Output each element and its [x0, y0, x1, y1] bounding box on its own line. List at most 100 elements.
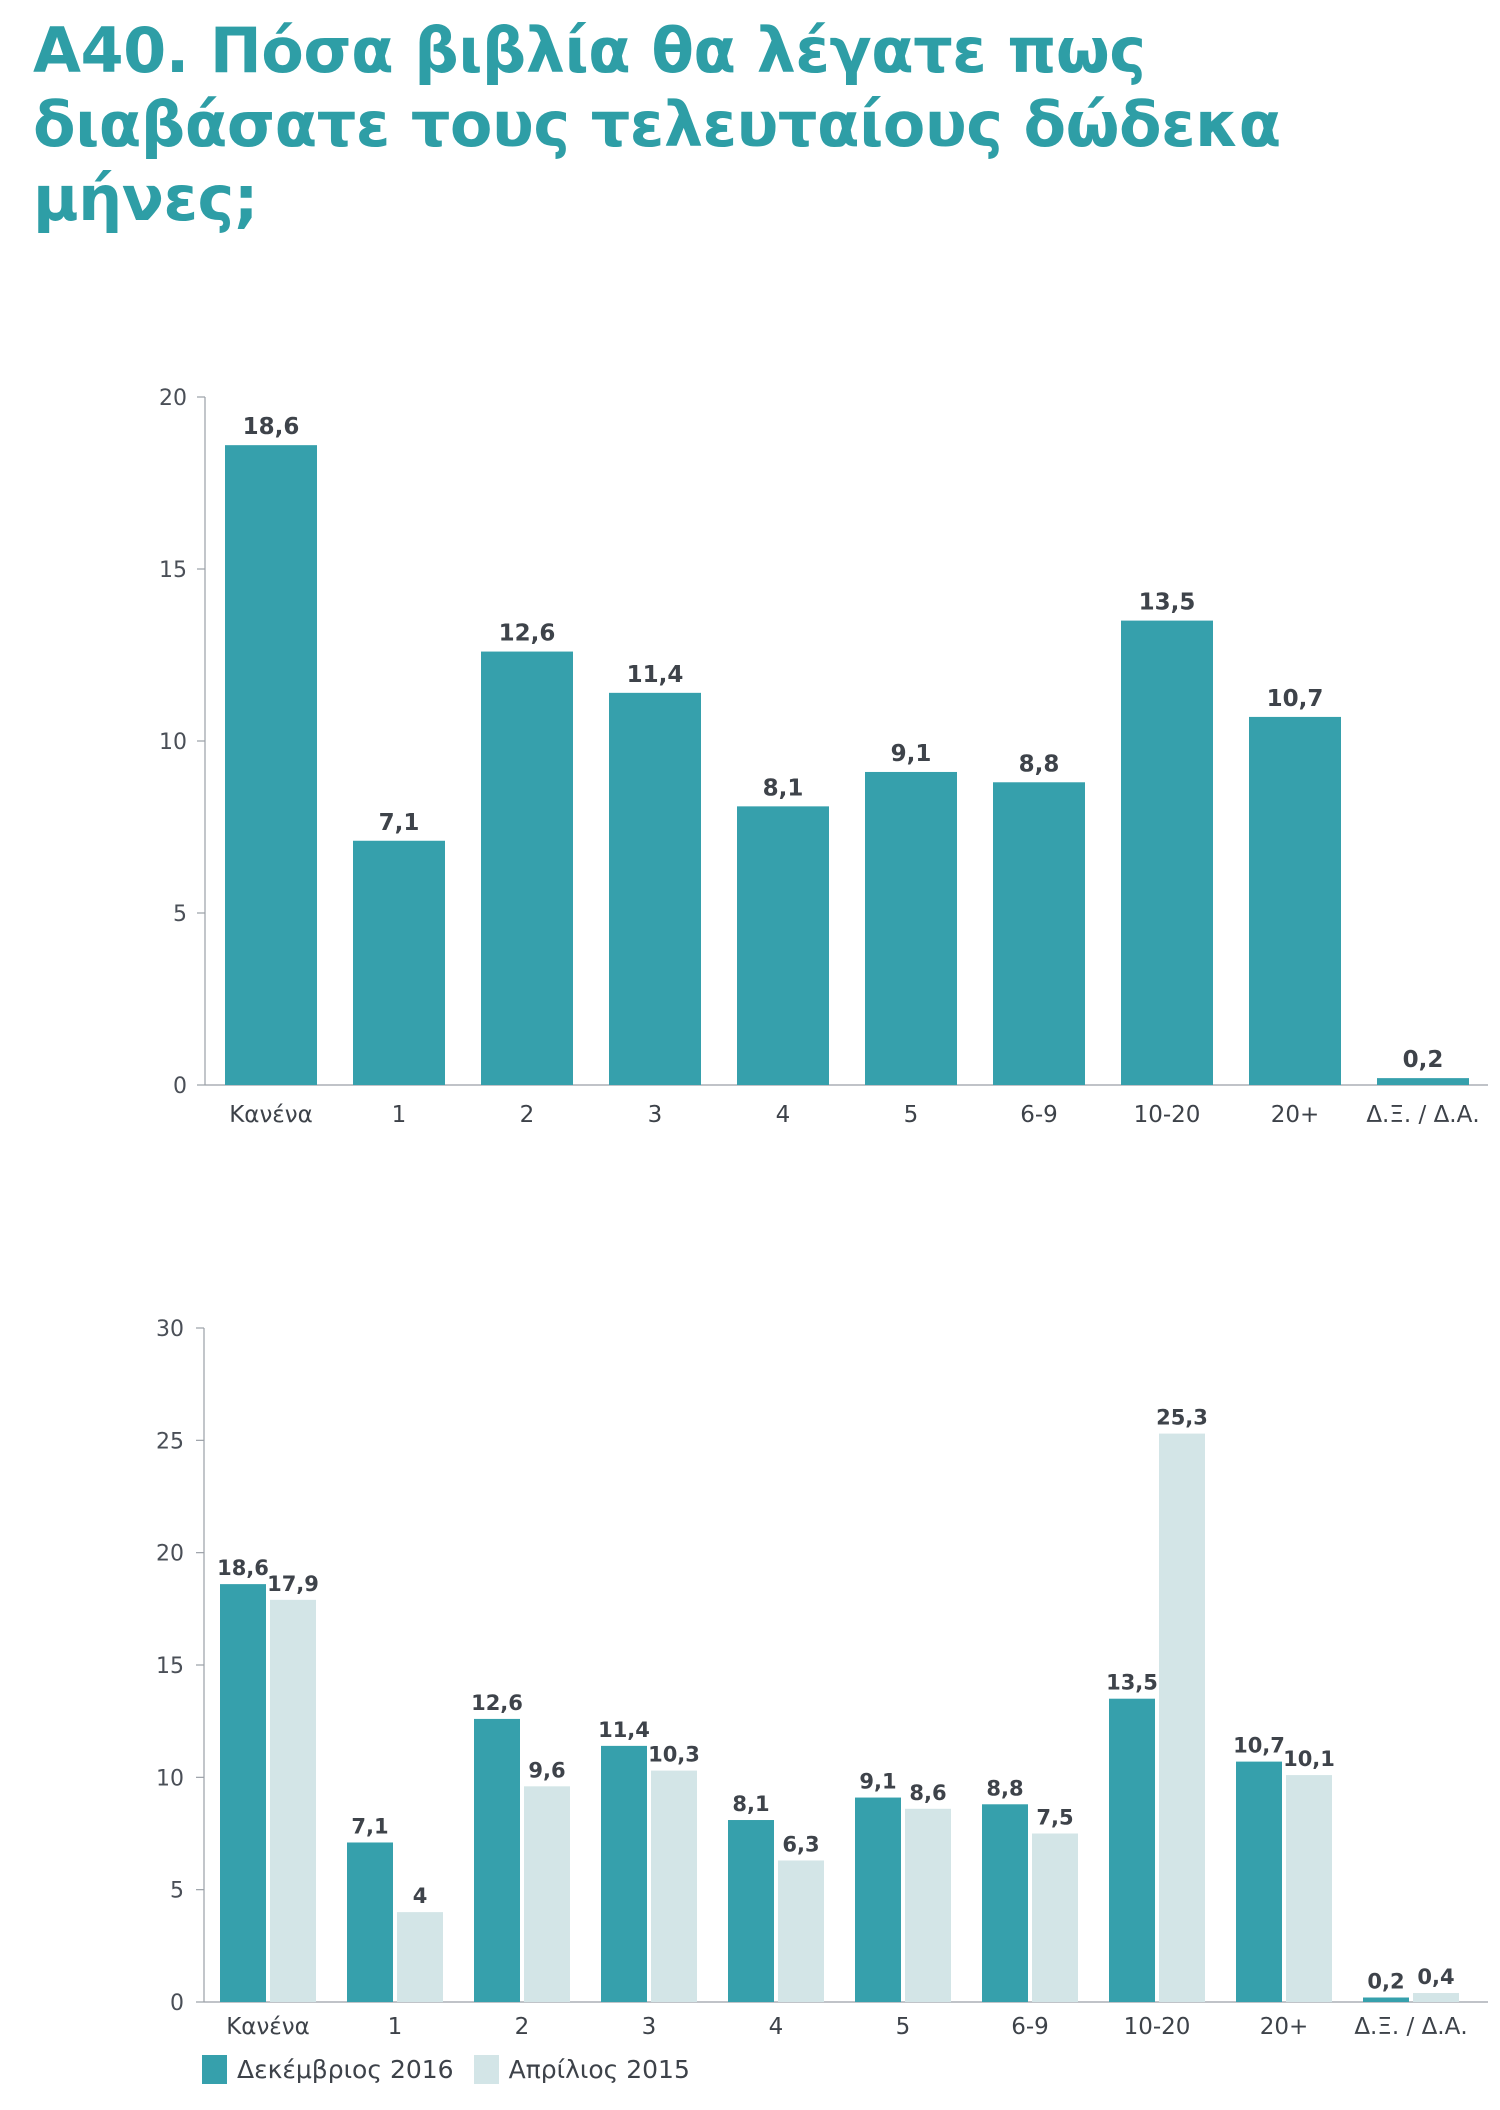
x-category-label: 2 — [520, 1102, 535, 1128]
legend-label-dec-2016: Δεκέμβριος 2016 — [237, 2055, 454, 2084]
bar-apr-2015 — [1413, 1993, 1459, 2002]
bar-value-label-apr-2015: 9,6 — [528, 1758, 565, 1782]
bar-value-label: 11,4 — [627, 662, 684, 688]
x-category-label: Κανένα — [229, 1102, 313, 1128]
bar-value-label: 0,2 — [1403, 1047, 1444, 1073]
x-category-label: 10-20 — [1134, 1102, 1201, 1128]
bar-apr-2015 — [1159, 1433, 1205, 2002]
legend-item-dec-2016: Δεκέμβριος 2016 — [202, 2055, 454, 2084]
legend-swatch-apr-2015 — [473, 2055, 499, 2084]
bar-value-label-dec-2016: 13,5 — [1106, 1671, 1158, 1695]
bar-dec-2016 — [1109, 1698, 1155, 2002]
bar-value-label: 7,1 — [379, 810, 420, 836]
page-title: Α40. Πόσα βιβλία θα λέγατε πως διαβάσατε… — [33, 14, 1281, 235]
bar-apr-2015 — [905, 1808, 951, 2002]
bar-value-label: 10,7 — [1267, 686, 1324, 712]
bar-value-label: 8,1 — [763, 775, 804, 801]
bar — [1377, 1078, 1469, 1085]
y-tick-label: 0 — [173, 1074, 187, 1099]
bar-value-label-dec-2016: 7,1 — [351, 1814, 388, 1838]
bar-apr-2015 — [524, 1786, 570, 2002]
bar — [225, 445, 317, 1085]
legend-swatch-dec-2016 — [202, 2055, 227, 2084]
bar-dec-2016 — [1363, 1997, 1409, 2002]
x-category-label: 20+ — [1271, 1102, 1320, 1128]
bar-value-label-dec-2016: 8,8 — [986, 1776, 1023, 1800]
x-category-label: 1 — [392, 1102, 407, 1128]
chart-books-read-2016: 0 5 10 15 20 18,6 Κανένα 7,1 1 12,6 2 11,4 3 8,1 4 9,1 5… — [159, 386, 1488, 1128]
y-tick-label: 15 — [159, 558, 187, 583]
y-tick-label: 0 — [170, 1991, 184, 2016]
bar — [993, 782, 1085, 1085]
chart-legend: Δεκέμβριος 2016 Απρίλιος 2015 — [202, 2055, 710, 2084]
bar-dec-2016 — [601, 1745, 647, 2002]
bar-value-label-dec-2016: 18,6 — [217, 1556, 269, 1580]
x-category-label: 3 — [642, 2014, 657, 2040]
x-category-label: 4 — [776, 1102, 791, 1128]
bar-dec-2016 — [474, 1718, 520, 2002]
x-category-label: 20+ — [1260, 2014, 1309, 2040]
bar-value-label-dec-2016: 10,7 — [1233, 1734, 1285, 1758]
legend-item-apr-2015: Απρίλιος 2015 — [473, 2055, 690, 2084]
bar-value-label-apr-2015: 25,3 — [1156, 1406, 1208, 1430]
bar — [353, 840, 445, 1085]
bar-dec-2016 — [728, 1820, 774, 2002]
bar-value-label-apr-2015: 17,9 — [267, 1572, 319, 1596]
x-category-label: 6-9 — [1020, 1102, 1058, 1128]
y-tick-label: 5 — [173, 902, 187, 927]
bar-dec-2016 — [855, 1797, 901, 2002]
y-tick-label: 30 — [156, 1317, 184, 1342]
bar-value-label-dec-2016: 11,4 — [598, 1718, 650, 1742]
y-tick-label: 5 — [170, 1879, 184, 1904]
x-category-label: Κανένα — [226, 2014, 310, 2040]
bar-value-label-dec-2016: 8,1 — [732, 1792, 769, 1816]
bar — [1249, 716, 1341, 1085]
bar-value-label: 9,1 — [891, 741, 932, 767]
x-category-label: Δ.Ξ. / Δ.Α. — [1366, 1102, 1479, 1128]
x-category-label: 1 — [388, 2014, 403, 2040]
x-category-label: 10-20 — [1124, 2014, 1191, 2040]
bar — [737, 806, 829, 1085]
bar-apr-2015 — [1286, 1775, 1332, 2002]
bar — [1121, 620, 1213, 1085]
bar-apr-2015 — [1032, 1833, 1078, 2002]
bar-value-label-apr-2015: 10,1 — [1283, 1747, 1335, 1771]
y-tick-label: 20 — [159, 386, 187, 411]
bar — [609, 692, 701, 1085]
bar-apr-2015 — [778, 1860, 824, 2002]
y-tick-label: 10 — [156, 1766, 184, 1791]
bar-apr-2015 — [397, 1912, 443, 2002]
chart-books-read-comparison: 0 5 10 15 20 25 30 18,617,9 Κανένα 7,1 4 1 12,6 9,6 2 1… — [156, 1317, 1488, 2040]
bar-value-label-apr-2015: 4 — [413, 1884, 428, 1908]
x-category-label: Δ.Ξ. / Δ.Α. — [1354, 2014, 1467, 2040]
bar-value-label-apr-2015: 7,5 — [1036, 1806, 1073, 1830]
bar-dec-2016 — [982, 1804, 1028, 2002]
bar-value-label: 13,5 — [1139, 590, 1196, 616]
bar-apr-2015 — [651, 1770, 697, 2002]
bar — [481, 651, 573, 1085]
y-tick-label: 15 — [156, 1654, 184, 1679]
x-category-label: 5 — [896, 2014, 911, 2040]
x-category-label: 4 — [769, 2014, 784, 2040]
bar-value-label-dec-2016: 12,6 — [471, 1691, 523, 1715]
bar — [865, 771, 957, 1085]
bar-value-label-dec-2016: 9,1 — [859, 1770, 896, 1794]
x-category-label: 5 — [904, 1102, 919, 1128]
bar-value-label-apr-2015: 10,3 — [648, 1743, 700, 1767]
y-tick-label: 25 — [156, 1429, 184, 1454]
x-category-label: 6-9 — [1011, 2014, 1049, 2040]
bar-value-label-apr-2015: 0,4 — [1417, 1965, 1454, 1989]
bar-value-label: 12,6 — [499, 621, 556, 647]
bar-value-label-apr-2015: 6,3 — [782, 1832, 819, 1856]
bar-value-label-dec-2016: 0,2 — [1367, 1970, 1404, 1994]
x-category-label: 3 — [648, 1102, 663, 1128]
bar-dec-2016 — [347, 1842, 393, 2002]
bar-dec-2016 — [1236, 1761, 1282, 2002]
legend-label-apr-2015: Απρίλιος 2015 — [508, 2055, 690, 2084]
bar-value-label: 18,6 — [243, 414, 300, 440]
y-tick-label: 10 — [159, 730, 187, 755]
bar-value-label-apr-2015: 8,6 — [909, 1781, 946, 1805]
bar-apr-2015 — [270, 1599, 316, 2002]
bar-dec-2016 — [220, 1584, 266, 2002]
bar-value-label: 8,8 — [1019, 751, 1060, 777]
